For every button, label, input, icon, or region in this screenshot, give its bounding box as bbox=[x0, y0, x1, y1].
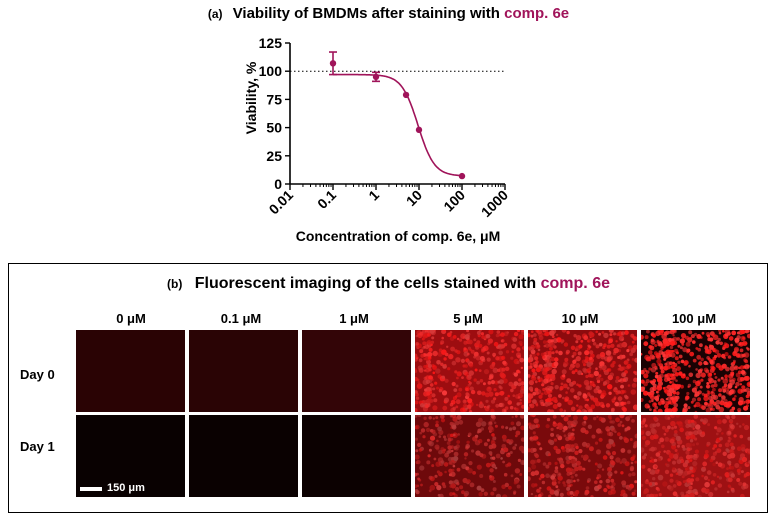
chart-marks bbox=[290, 51, 505, 180]
fluorescence-image-tile bbox=[641, 415, 750, 497]
viability-chart: 0 25 50 75 100 125 0.01 0.1 1 10 100 1000 Viability… bbox=[243, 35, 512, 244]
x-tick-label: 10 bbox=[403, 187, 425, 209]
panel-a-tag: (a) bbox=[207, 7, 223, 21]
fluorescence-image-tile bbox=[415, 330, 524, 412]
x-tick-label: 1 bbox=[365, 187, 382, 204]
panel-b-title: (b) Fluorescent imaging of the cells sta… bbox=[0, 275, 777, 293]
x-tick-label: 100 bbox=[440, 187, 468, 215]
data-point bbox=[458, 172, 466, 180]
y-tick-label: 25 bbox=[266, 148, 282, 164]
row-label-day-1: Day 1 bbox=[20, 439, 55, 454]
panel-b-title-compound: comp. 6e bbox=[540, 275, 610, 292]
row-label-day-0: Day 0 bbox=[20, 367, 55, 382]
y-axis-label: Viability, % bbox=[243, 61, 259, 134]
column-label: 1 μM bbox=[339, 311, 369, 326]
y-tick-label: 125 bbox=[259, 35, 283, 51]
scale-bar-label: 150 μm bbox=[107, 482, 145, 494]
data-point bbox=[402, 91, 410, 99]
panel-a-title-main: Viability of BMDMs after staining with bbox=[232, 5, 500, 22]
x-tick-label: 0.1 bbox=[314, 187, 339, 212]
fluorescence-image-tile bbox=[302, 415, 411, 497]
panel-a-title: (a) Viability of BMDMs after staining wi… bbox=[0, 5, 777, 22]
fluorescence-image-tile bbox=[528, 330, 637, 412]
fluorescence-image-tile bbox=[76, 415, 185, 497]
column-label: 0 μM bbox=[116, 311, 146, 326]
fit-curve bbox=[333, 73, 463, 177]
column-label: 10 μM bbox=[561, 311, 599, 326]
x-axis-label: Concentration of comp. 6e, μM bbox=[296, 228, 501, 244]
fluorescence-image-tile bbox=[189, 415, 298, 497]
y-tick-label: 75 bbox=[266, 91, 282, 107]
x-tick-label: 1000 bbox=[478, 187, 511, 220]
panel-a-title-compound: comp. 6e bbox=[504, 5, 570, 22]
fluorescence-image-tile bbox=[528, 415, 637, 497]
y-tick-label: 0 bbox=[274, 176, 282, 192]
chart-axes: 0 25 50 75 100 125 0.01 0.1 1 10 100 1000 bbox=[259, 35, 512, 220]
y-tick-label: 50 bbox=[266, 120, 282, 136]
fluorescence-image-tile bbox=[76, 330, 185, 412]
panel-b-frame bbox=[8, 263, 768, 513]
data-point bbox=[329, 60, 337, 67]
data-point bbox=[415, 126, 423, 134]
x-tick-label: 0.01 bbox=[266, 187, 297, 218]
y-tick-label: 100 bbox=[259, 63, 283, 79]
column-label: 5 μM bbox=[453, 311, 483, 326]
fluorescence-image-tile bbox=[302, 330, 411, 412]
column-label: 0.1 μM bbox=[220, 311, 262, 326]
scale-bar bbox=[80, 487, 102, 491]
data-point bbox=[372, 73, 380, 81]
fluorescence-image-tile bbox=[641, 330, 750, 412]
panel-b-tag: (b) bbox=[167, 277, 183, 291]
column-label: 100 μM bbox=[671, 311, 717, 326]
panel-b-title-main: Fluorescent imaging of the cells stained… bbox=[194, 275, 537, 292]
fluorescence-image-tile bbox=[415, 415, 524, 497]
fluorescence-image-tile bbox=[189, 330, 298, 412]
